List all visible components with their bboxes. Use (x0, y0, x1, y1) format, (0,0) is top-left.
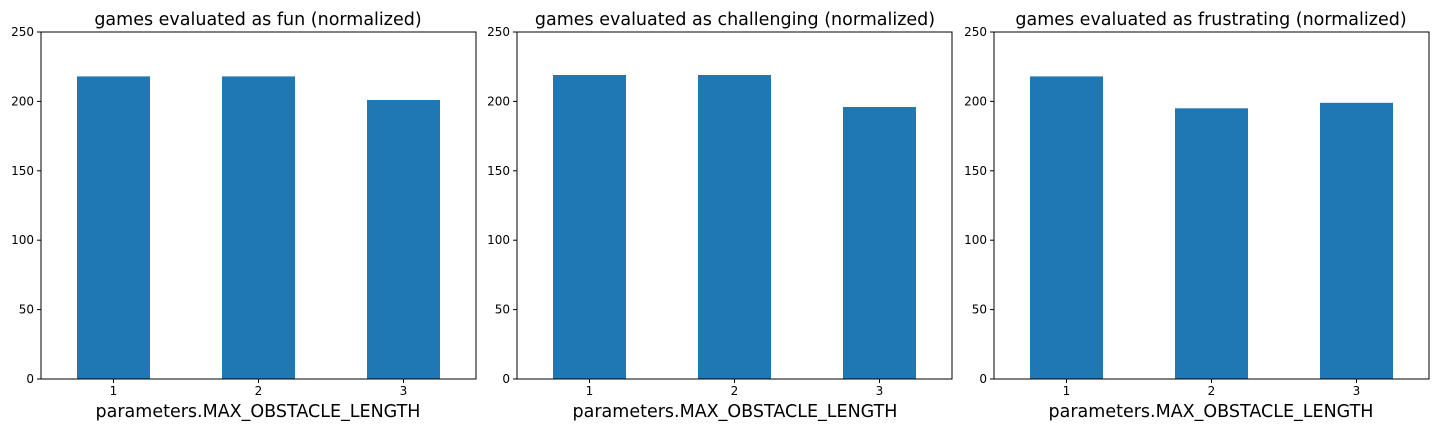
x-tick-label: 1 (110, 384, 118, 398)
x-axis-label: parameters.MAX_OBSTACLE_LENGTH (96, 402, 421, 422)
x-tick-label: 1 (586, 384, 594, 398)
x-tick-label: 2 (731, 384, 739, 398)
y-tick-label: 100 (964, 233, 987, 247)
x-axis-label: parameters.MAX_OBSTACLE_LENGTH (1049, 402, 1374, 422)
bar-1 (77, 76, 150, 380)
y-tick-label: 50 (19, 303, 34, 317)
plot-area: 0 50 100 150 200 250 1 2 3 (487, 25, 953, 398)
y-tick-label: 200 (964, 94, 987, 108)
bar-2 (1175, 108, 1248, 380)
bar-3 (843, 107, 916, 379)
x-tick-label: 3 (1353, 384, 1361, 398)
x-tick-label: 3 (876, 384, 884, 398)
y-tick-label: 250 (487, 25, 510, 39)
panel-fun: games evaluated as fun (normalized) para… (11, 10, 477, 422)
x-tick-label: 3 (400, 384, 408, 398)
panel-challenging: games evaluated as challenging (normaliz… (487, 10, 953, 422)
y-tick-label: 50 (495, 303, 510, 317)
bar-2 (222, 76, 295, 380)
chart-title: games evaluated as challenging (normaliz… (535, 10, 935, 30)
y-tick-label: 150 (964, 164, 987, 178)
y-tick-label: 50 (972, 303, 987, 317)
y-tick-label: 200 (487, 94, 510, 108)
x-axis-label: parameters.MAX_OBSTACLE_LENGTH (573, 402, 898, 422)
x-tick-label: 2 (255, 384, 263, 398)
y-tick-label: 0 (979, 372, 987, 386)
bar-1 (1030, 76, 1103, 380)
y-tick-label: 100 (487, 233, 510, 247)
x-tick-label: 1 (1063, 384, 1071, 398)
x-tick-label: 2 (1208, 384, 1216, 398)
bar-3 (1320, 102, 1393, 380)
chart-title: games evaluated as frustrating (normaliz… (1015, 10, 1406, 30)
y-tick-label: 100 (11, 233, 34, 247)
y-tick-label: 250 (11, 25, 34, 39)
bar-3 (367, 100, 440, 379)
plot-area: 0 50 100 150 200 250 1 2 3 (964, 25, 1430, 398)
y-tick-label: 200 (11, 94, 34, 108)
bar-1 (553, 75, 626, 379)
panel-frustrating: games evaluated as frustrating (normaliz… (964, 10, 1430, 422)
y-tick-label: 150 (487, 164, 510, 178)
y-tick-label: 0 (26, 372, 34, 386)
plot-area: 0 50 100 150 200 250 1 2 3 (11, 25, 477, 398)
bar-2 (698, 75, 771, 379)
y-tick-label: 150 (11, 164, 34, 178)
y-tick-label: 250 (964, 25, 987, 39)
y-tick-label: 0 (502, 372, 510, 386)
chart-title: games evaluated as fun (normalized) (94, 10, 421, 30)
